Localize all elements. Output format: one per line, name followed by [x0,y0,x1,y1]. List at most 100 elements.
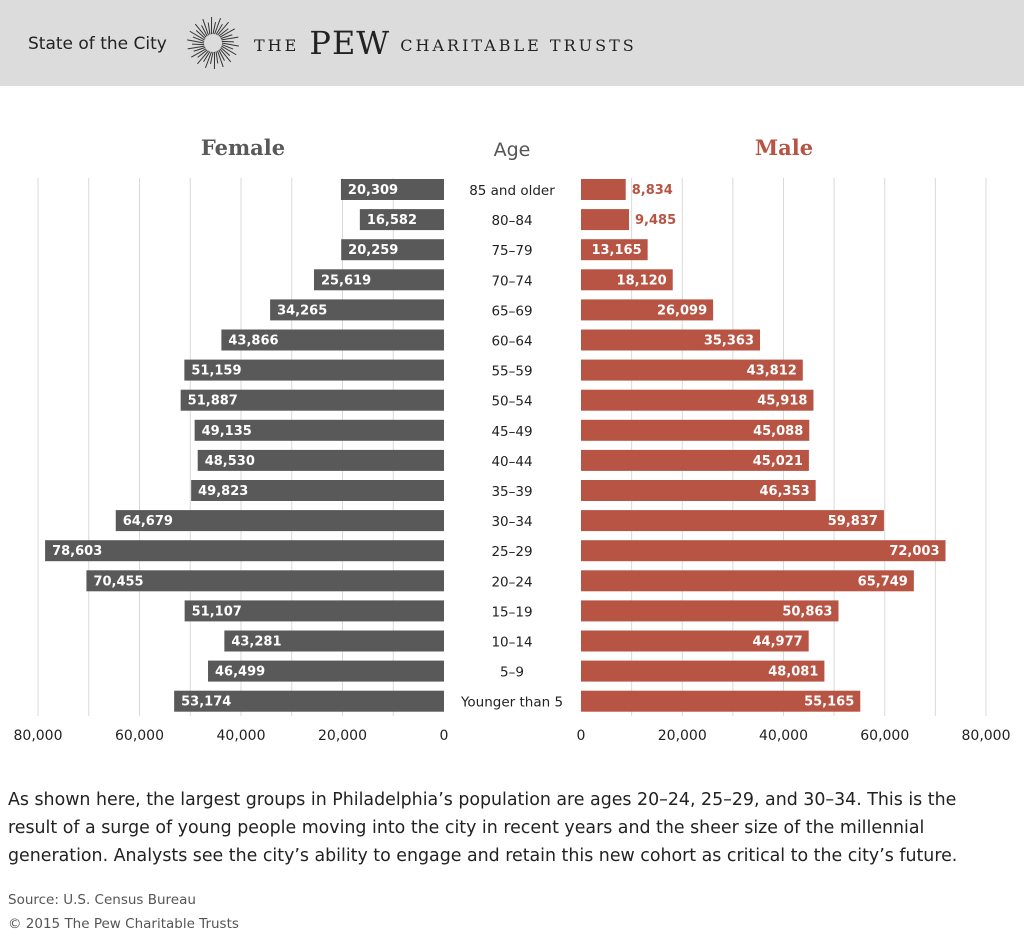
x-tick-label-female: 60,000 [115,728,164,744]
x-tick-label-male: 40,000 [759,728,808,744]
female-value-label: 43,866 [228,334,278,349]
female-bar [180,389,445,411]
male-bar [581,299,714,321]
male-bar [581,329,761,351]
age-label: 35–39 [491,484,532,500]
male-value-label: 46,353 [759,484,809,499]
male-value-label: 8,834 [632,183,673,198]
chart-description: As shown here, the largest groups in Phi… [8,790,958,866]
age-label: 15–19 [491,604,532,620]
female-value-label: 20,309 [348,183,398,198]
male-value-label: 72,003 [889,544,939,559]
age-label: 85 and older [469,183,555,199]
male-value-label: 9,485 [635,213,676,228]
female-value-label: 51,159 [191,364,241,379]
series-title: State of the City [28,34,167,54]
male-bar [581,209,630,231]
age-label: 25–29 [491,544,532,560]
female-value-label: 16,582 [367,213,417,228]
population-pyramid-chart: Female Age Male 20,309 8,834 85 and older 16,5… [14,135,1011,744]
female-value-label: 25,619 [321,273,371,288]
female-bar [115,510,444,532]
x-tick-label-female: 20,000 [318,728,367,744]
male-bar [581,600,839,622]
age-header: Age [494,139,531,161]
age-label: 55–59 [491,364,532,380]
female-value-label: 43,281 [231,635,281,650]
male-bar [581,570,914,592]
male-value-label: 45,088 [753,424,803,439]
male-value-label: 55,165 [804,695,854,710]
female-value-label: 48,530 [205,454,255,469]
female-bar [45,540,444,562]
x-tick-label-female: 80,000 [14,728,63,744]
female-bar [184,600,445,622]
female-value-label: 34,265 [277,303,327,318]
age-label: 50–54 [491,394,532,410]
female-value-label: 49,823 [198,484,248,499]
female-value-label: 70,455 [93,574,143,589]
brand-rest: CHARITABLE TRUSTS [400,36,637,55]
x-tick-label-female: 40,000 [217,728,266,744]
x-tick-label-female: 0 [440,728,449,744]
x-tick-label-male: 80,000 [962,728,1011,744]
female-value-label: 51,887 [188,394,238,409]
male-value-label: 35,363 [704,334,754,349]
female-bar [191,480,444,501]
male-bar [581,480,816,501]
male-value-label: 44,977 [753,635,803,650]
male-bar [581,449,809,471]
male-bar [581,510,884,532]
brand-the: THE [254,36,300,55]
age-label: 30–34 [491,514,532,530]
female-value-label: 20,259 [348,243,398,258]
female-bar [194,419,444,441]
age-label: 75–79 [491,243,532,259]
male-value-label: 65,749 [858,574,908,589]
x-tick-label-male: 20,000 [658,728,707,744]
male-bar [581,179,626,200]
female-bar [224,630,444,652]
age-label: 70–74 [491,273,532,289]
copyright-note: © 2015 The Pew Charitable Trusts [8,916,239,932]
female-bar [359,209,444,231]
female-value-label: 49,135 [202,424,252,439]
male-bar [581,690,861,712]
female-value-label: 78,603 [52,544,102,559]
male-value-label: 18,120 [617,273,667,288]
male-bar [581,269,673,291]
age-label: 45–49 [491,424,532,440]
age-label: 5–9 [500,665,524,681]
female-bar [197,449,444,471]
male-bar [581,660,825,682]
male-value-label: 50,863 [782,604,832,619]
female-bar [208,660,444,682]
pew-sunburst-logo-icon [187,17,239,69]
male-header: Male [755,135,813,160]
female-bar [270,299,444,321]
male-value-label: 45,021 [753,454,803,469]
male-bar [581,359,803,381]
female-value-label: 46,499 [215,665,265,680]
male-bar [581,419,810,441]
age-label: 20–24 [491,574,532,590]
age-label: 60–64 [491,334,532,350]
male-bar [581,389,814,411]
male-bar [581,630,809,652]
male-value-label: 45,918 [757,394,807,409]
female-bar [184,359,444,381]
header-bar: State of the City THE PEW CHARITABLE TRU… [0,0,1024,86]
age-label: 10–14 [491,635,532,651]
male-value-label: 26,099 [657,303,707,318]
male-value-label: 59,837 [828,514,878,529]
female-value-label: 53,174 [181,695,231,710]
female-value-label: 64,679 [123,514,173,529]
male-value-label: 43,812 [747,364,797,379]
female-bar [86,570,445,592]
female-bar [174,690,444,712]
source-note: Source: U.S. Census Bureau [8,892,196,908]
female-bar [341,239,444,261]
x-tick-label-male: 0 [577,728,586,744]
female-header: Female [201,135,285,160]
x-tick-label-male: 60,000 [860,728,909,744]
